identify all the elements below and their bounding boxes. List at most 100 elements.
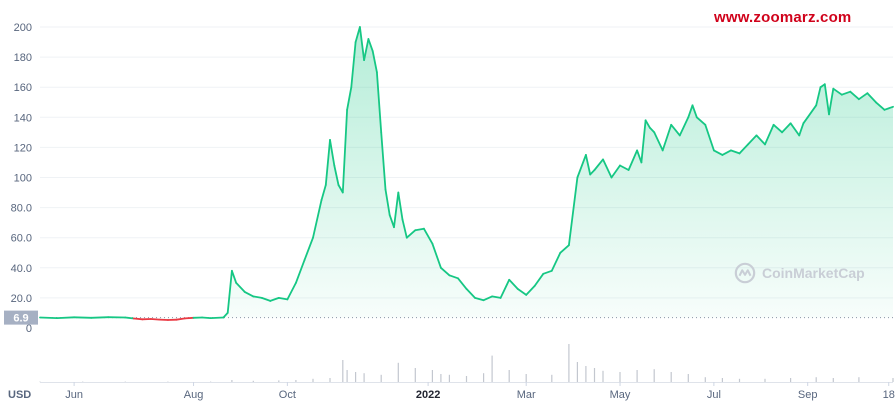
y-tick-label: 140 [14, 112, 32, 124]
volume-bar [619, 372, 621, 382]
line-segment [747, 134, 758, 146]
line-segment [828, 87, 835, 116]
volume-bar [738, 378, 741, 382]
line-segment [243, 290, 255, 298]
line-segment [602, 158, 613, 179]
line-segment [375, 71, 383, 134]
line-segment [589, 169, 596, 176]
line-segment [499, 278, 511, 299]
line-segment [866, 92, 877, 104]
line-segment [802, 116, 809, 125]
line-segment [235, 281, 246, 293]
line-segment [363, 38, 370, 61]
line-segment [184, 316, 195, 320]
line-segment [636, 149, 643, 164]
line-segment [149, 318, 161, 321]
line-segment [533, 272, 545, 287]
line-segment [439, 266, 451, 277]
volume-bar [576, 362, 578, 382]
line-segment [593, 158, 604, 171]
volume-bar [465, 376, 468, 382]
line-segment [226, 269, 233, 314]
volume-bar [278, 380, 280, 382]
volume-bar [636, 370, 638, 382]
line-segment [354, 26, 361, 43]
line-segment [329, 138, 336, 167]
line-segment [90, 316, 110, 319]
line-segment [384, 188, 391, 217]
line-segment [704, 123, 715, 152]
volume-bar [704, 377, 706, 382]
line-segment [431, 242, 442, 269]
y-tick-label: 40.0 [11, 263, 32, 275]
line-segment [875, 101, 886, 111]
line-segment [858, 92, 869, 101]
x-tick-label: Sep [798, 389, 818, 401]
line-segment [585, 153, 592, 176]
line-segment [260, 296, 272, 302]
line-segment [576, 153, 587, 179]
volume-bar [551, 374, 553, 382]
line-segment [721, 149, 732, 156]
volume-bar [355, 372, 357, 382]
line-segment [568, 176, 579, 247]
line-segment [764, 123, 775, 146]
x-tick-label: Jun [65, 389, 83, 401]
line-segment [124, 316, 135, 320]
line-segment [333, 164, 340, 186]
volume-bar [252, 380, 254, 382]
line-segment [286, 281, 297, 301]
line-segment [559, 244, 570, 254]
line-segment [209, 316, 225, 320]
line-segment [789, 122, 801, 137]
line-segment [222, 311, 229, 319]
line-segment [457, 277, 468, 290]
line-segment [755, 134, 766, 146]
volume-bar [508, 370, 510, 382]
line-segment [73, 316, 93, 319]
price-line [39, 26, 894, 321]
line-segment [324, 138, 331, 186]
line-segment [482, 295, 494, 302]
line-segment [823, 83, 830, 116]
line-segment [39, 316, 58, 320]
volume-bar [653, 369, 655, 382]
volume-bar [124, 381, 126, 383]
volume-bar [858, 377, 860, 382]
line-segment [393, 191, 400, 229]
line-segment [175, 317, 186, 321]
line-segment [380, 131, 387, 191]
line-segment [713, 149, 724, 156]
line-segment [525, 284, 536, 296]
line-segment [371, 50, 378, 74]
y-tick-label: 0 [26, 323, 32, 335]
line-segment [474, 296, 485, 302]
price-area [40, 27, 893, 320]
y-tick-label: 80.0 [11, 203, 32, 215]
line-segment [815, 86, 822, 107]
line-segment [448, 274, 459, 280]
y-tick-label: 100 [14, 173, 32, 185]
volume-bar [312, 378, 314, 382]
line-segment [542, 269, 553, 275]
line-segment [397, 191, 404, 221]
volume-bar [231, 380, 233, 382]
line-segment [550, 251, 562, 272]
site-watermark: www.zoomarz.com [714, 9, 852, 26]
baseline-marker: 6.9 [4, 310, 893, 325]
line-segment [132, 317, 144, 321]
line-segment [832, 87, 843, 96]
line-segment [849, 90, 860, 101]
coinmarketcap-logo-icon [734, 262, 756, 284]
line-segment [738, 143, 749, 155]
x-tick-label: May [610, 389, 631, 401]
y-tick-label: 60.0 [11, 233, 32, 245]
volume-bar [39, 381, 41, 383]
volume-bar [670, 372, 672, 382]
volume-bar [721, 378, 723, 382]
line-segment [883, 105, 894, 111]
line-segment [56, 316, 75, 320]
volume-bar [295, 380, 297, 382]
line-segment [358, 26, 366, 61]
